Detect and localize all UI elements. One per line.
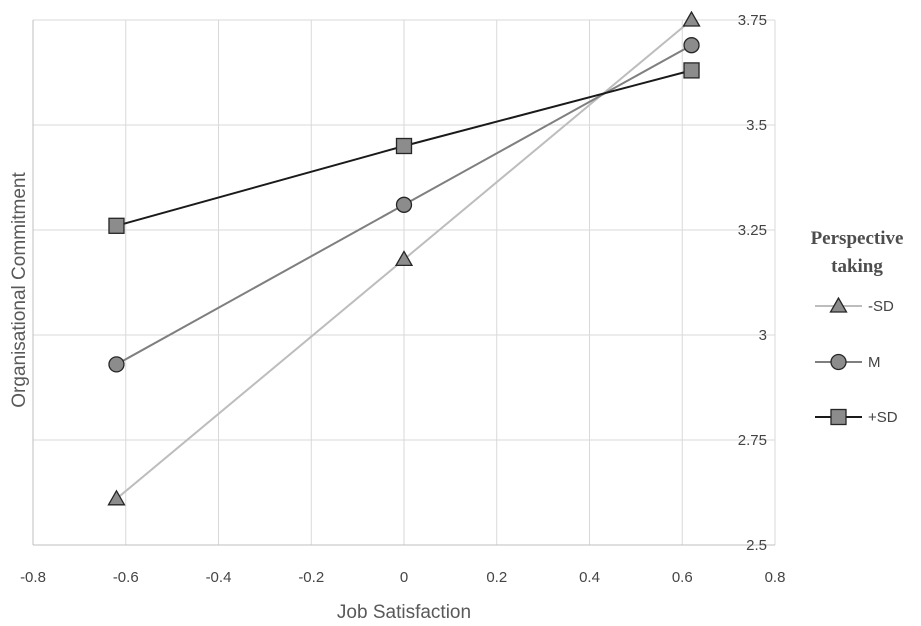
y-axis-title: Organisational Commitment — [9, 172, 30, 408]
legend-item-m: M — [815, 353, 881, 371]
legend-label-m: M — [868, 354, 881, 371]
x-tick-label: 0 — [400, 569, 408, 586]
data-point-minus-sd — [107, 489, 126, 506]
y-tick-label: 2.5 — [746, 537, 767, 554]
legend-item-minus-sd: -SD — [815, 296, 894, 315]
legend: Perspective taking -SD M +SD — [811, 228, 904, 426]
y-tick-label: 2.75 — [738, 432, 767, 449]
data-point-m — [108, 356, 125, 373]
x-tick-label: 0.8 — [765, 569, 786, 586]
data-point-minus-sd — [682, 10, 701, 27]
x-tick-label: 0.4 — [579, 569, 600, 586]
legend-label-minus-sd: -SD — [868, 298, 894, 315]
legend-marker-m — [830, 353, 847, 371]
y-tick-label: 3.75 — [738, 12, 767, 29]
legend-marker-plus-sd — [830, 408, 847, 426]
x-tick-label: 0.6 — [672, 569, 693, 586]
legend-item-plus-sd: +SD — [815, 408, 898, 426]
y-axis-ticks: 2.5 2.75 3 3.25 3.5 3.75 — [738, 12, 767, 554]
legend-label-plus-sd: +SD — [868, 409, 898, 426]
data-point-m — [395, 196, 413, 213]
gridlines — [32, 19, 776, 546]
x-tick-label: -0.8 — [20, 569, 46, 586]
y-tick-label: 3 — [759, 327, 767, 344]
x-tick-label: 0.2 — [486, 569, 507, 586]
x-axis-ticks: -0.8 -0.6 -0.4 -0.2 0 0.2 0.4 0.6 0.8 — [20, 569, 785, 586]
x-tick-label: -0.4 — [206, 569, 232, 586]
legend-marker-minus-sd — [829, 296, 848, 313]
y-tick-label: 3.25 — [738, 222, 767, 239]
x-tick-label: -0.6 — [113, 569, 139, 586]
x-axis-title: Job Satisfaction — [337, 602, 471, 623]
data-point-plus-sd — [108, 217, 125, 234]
data-point-m — [683, 37, 700, 54]
legend-title-line-1: Perspective — [811, 228, 904, 249]
series-markers — [107, 10, 701, 506]
y-tick-label: 3.5 — [746, 117, 767, 134]
x-tick-label: -0.2 — [298, 569, 324, 586]
data-point-minus-sd — [394, 250, 414, 267]
data-point-plus-sd — [395, 137, 413, 155]
legend-title-line-2: taking — [831, 256, 883, 277]
data-point-plus-sd — [683, 62, 700, 79]
